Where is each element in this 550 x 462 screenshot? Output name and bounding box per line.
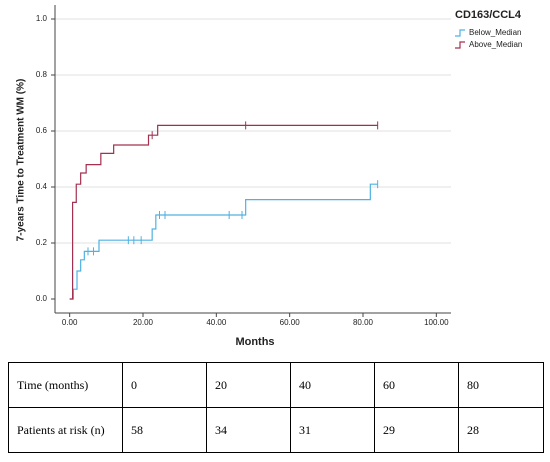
legend-label: Above_Median [469, 40, 522, 49]
x-axis-label: Months [235, 336, 274, 348]
table-cell: 31 [290, 407, 375, 453]
table-cell: 40 [290, 362, 375, 408]
risk-table: Time (months) 0 20 40 60 80 Patients at risk (… [8, 362, 544, 453]
table-cell: 60 [374, 362, 459, 408]
x-tick-label: 60.00 [280, 318, 301, 327]
survival-line [69, 183, 378, 300]
table-cell: 58 [122, 407, 207, 453]
table-cell: 28 [458, 407, 544, 453]
table-cell: 29 [374, 407, 459, 453]
legend-swatch [455, 29, 465, 37]
y-tick-label: 1.0 [36, 14, 48, 23]
table-row: Patients at risk (n) 58 34 31 29 28 [8, 407, 544, 453]
survival-line [69, 124, 378, 300]
chart: Months 7-years Time to Treatment WM (%) … [16, 5, 522, 348]
x-tick-label: 20.00 [133, 318, 154, 327]
y-tick-label: 0.8 [36, 70, 48, 79]
x-tick-label: 0.00 [62, 318, 78, 327]
table-row: Time (months) 0 20 40 60 80 [8, 362, 544, 408]
table-cell: 0 [122, 362, 207, 408]
y-tick-label: 0.6 [36, 126, 48, 135]
table-cell: Time (months) [8, 362, 123, 408]
x-tick-label: 80.00 [353, 318, 374, 327]
table-cell: 20 [206, 362, 291, 408]
table-cell: 80 [458, 362, 544, 408]
x-tick-label: 100.00 [424, 318, 449, 327]
legend-swatch [455, 41, 465, 49]
y-tick-label: 0.4 [36, 182, 48, 191]
legend-title: CD163/CCL4 [455, 9, 522, 21]
y-axis-label: 7-years Time to Treatment WM (%) [16, 79, 27, 242]
y-tick-label: 0.2 [36, 238, 48, 247]
y-tick-label: 0.0 [36, 294, 48, 303]
table-cell: 34 [206, 407, 291, 453]
legend-label: Below_Median [469, 28, 521, 37]
x-tick-label: 40.00 [206, 318, 227, 327]
table-cell: Patients at risk (n) [8, 407, 123, 453]
